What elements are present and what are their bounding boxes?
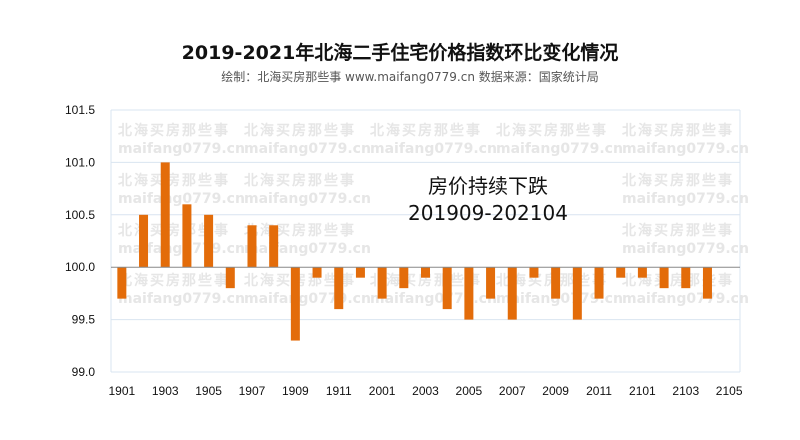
bar-1901 (117, 267, 127, 299)
x-tick-label: 1909 (282, 384, 309, 398)
watermark-text: 北海买房那些事 (622, 122, 734, 139)
bar-2012 (616, 267, 626, 278)
watermark-url: maifang0779.cn (370, 291, 497, 307)
bar-2102 (659, 267, 669, 289)
x-tick-label: 2011 (586, 384, 612, 398)
watermark-text: 北海买房那些事 (622, 222, 734, 239)
watermark-text: 北海买房那些事 (244, 122, 356, 139)
bar-1911 (334, 267, 344, 310)
watermark-url: maifang0779.cn (118, 241, 245, 257)
watermark-url: maifang0779.cn (370, 141, 497, 157)
watermark-url: maifang0779.cn (622, 291, 749, 307)
y-tick-label: 99.0 (72, 365, 96, 379)
x-tick-label: 2103 (672, 384, 699, 398)
watermark-url: maifang0779.cn (244, 191, 371, 207)
x-tick-label: 1901 (108, 384, 135, 398)
watermark-url: maifang0779.cn (118, 291, 245, 307)
bar-1912 (355, 267, 365, 278)
chart-title: 2019-2021年北海二手住宅价格指数环比变化情况 (181, 42, 619, 64)
bar-2008 (529, 267, 539, 278)
bar-2003 (421, 267, 430, 278)
bar-2101 (637, 267, 647, 278)
watermark-text: 北海买房那些事 (622, 172, 734, 189)
bar-1908 (269, 225, 279, 268)
watermark-text: 北海买房那些事 (244, 222, 356, 239)
watermark-text: 北海买房那些事 (118, 222, 230, 239)
watermark-text: 北海买房那些事 (244, 172, 356, 189)
watermark-text: 北海买房那些事 (118, 122, 230, 139)
bar-2001 (377, 267, 387, 299)
bar-1903 (160, 162, 170, 268)
watermark-url: maifang0779.cn (622, 191, 749, 207)
bar-1904 (182, 204, 192, 268)
x-tick-label: 1907 (239, 384, 266, 398)
y-tick-label: 101.0 (65, 155, 95, 169)
x-tick-label: 2007 (499, 384, 526, 398)
y-tick-label: 99.5 (72, 313, 96, 327)
watermark-text: 北海买房那些事 (370, 122, 482, 139)
watermark-url: maifang0779.cn (244, 241, 371, 257)
watermark-url: maifang0779.cn (244, 141, 371, 157)
bar-2004 (442, 267, 452, 310)
watermark-url: maifang0779.cn (496, 291, 623, 307)
x-tick-label: 2105 (716, 384, 743, 398)
bar-2002 (399, 267, 409, 289)
x-tick-label: 1911 (326, 384, 352, 398)
y-tick-label: 100.5 (65, 208, 95, 222)
bar-1909 (290, 267, 300, 341)
y-tick-label: 101.5 (65, 103, 95, 117)
x-tick-label: 2005 (456, 384, 483, 398)
x-tick-label: 2009 (542, 384, 569, 398)
chart-subtitle: 绘制：北海买房那些事 www.maifang0779.cn 数据来源：国家统计局 (221, 70, 599, 84)
watermark-text: 北海买房那些事 (496, 122, 608, 139)
watermark-text: 北海买房那些事 (118, 172, 230, 189)
x-tick-label: 2003 (412, 384, 439, 398)
watermark-url: maifang0779.cn (496, 141, 623, 157)
bar-2009 (551, 267, 561, 299)
bar-1902 (139, 214, 149, 268)
watermark-url: maifang0779.cn (118, 141, 245, 157)
bar-2005 (464, 267, 474, 320)
watermark-text: 北海买房那些事 (118, 272, 230, 289)
bar-1906 (225, 267, 235, 289)
watermark-url: maifang0779.cn (622, 241, 749, 257)
bar-2010 (572, 267, 582, 320)
bar-2104 (702, 267, 712, 299)
bar-1907 (247, 225, 257, 268)
watermark-url: maifang0779.cn (622, 141, 749, 157)
watermark-url: maifang0779.cn (118, 191, 245, 207)
annotation-line-2: 201909-202104 (408, 201, 568, 225)
bar-2006 (486, 267, 496, 299)
x-tick-label: 2001 (369, 384, 396, 398)
y-tick-label: 100.0 (65, 260, 95, 274)
x-tick-label: 1905 (195, 384, 222, 398)
x-tick-label: 2101 (629, 384, 656, 398)
x-tick-label: 1903 (152, 384, 179, 398)
watermark-text: 北海买房那些事 (370, 272, 482, 289)
bar-2011 (594, 267, 604, 299)
bar-1910 (312, 267, 322, 278)
bar-1905 (204, 214, 214, 268)
watermark-url: maifang0779.cn (244, 291, 371, 307)
bar-2007 (507, 267, 517, 320)
annotation-line-1: 房价持续下跌 (428, 174, 548, 198)
bar-2103 (681, 267, 691, 289)
